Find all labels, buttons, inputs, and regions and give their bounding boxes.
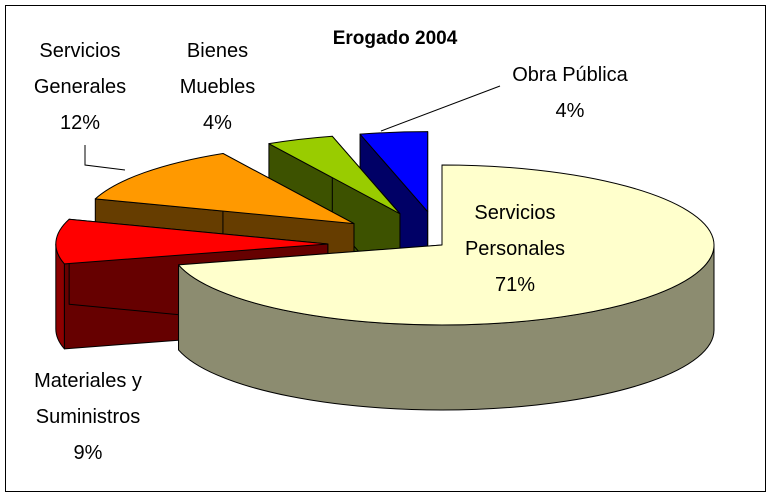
leader-line — [84, 145, 126, 171]
pie — [55, 131, 715, 411]
leader-line — [380, 85, 501, 132]
category-label: Bienes Muebles — [179, 40, 256, 98]
data-label: Servicios Generales 12% — [15, 33, 145, 141]
value-label: 4% — [203, 112, 232, 134]
slice — [178, 164, 715, 326]
slice — [268, 135, 401, 215]
slice — [359, 131, 429, 213]
data-label: Obra Pública 4% — [480, 57, 660, 129]
slice — [55, 218, 329, 265]
value-label: 71% — [494, 274, 536, 296]
category-label: Servicios Personales — [464, 202, 566, 260]
value-label: 4% — [555, 100, 585, 122]
data-label: Bienes Muebles 4% — [160, 33, 275, 141]
value-label: 9% — [73, 442, 103, 464]
data-label: Servicios Personales 71% — [460, 195, 570, 303]
category-label: Materiales y Suministros — [34, 370, 142, 428]
chart-title: Erogado 2004 — [332, 28, 458, 49]
data-label: Materiales y Suministros 9% — [13, 363, 163, 471]
value-label: 12% — [59, 112, 101, 134]
slice — [94, 152, 355, 225]
category-label: Servicios Generales — [33, 40, 127, 98]
category-label: Obra Pública — [512, 64, 628, 86]
